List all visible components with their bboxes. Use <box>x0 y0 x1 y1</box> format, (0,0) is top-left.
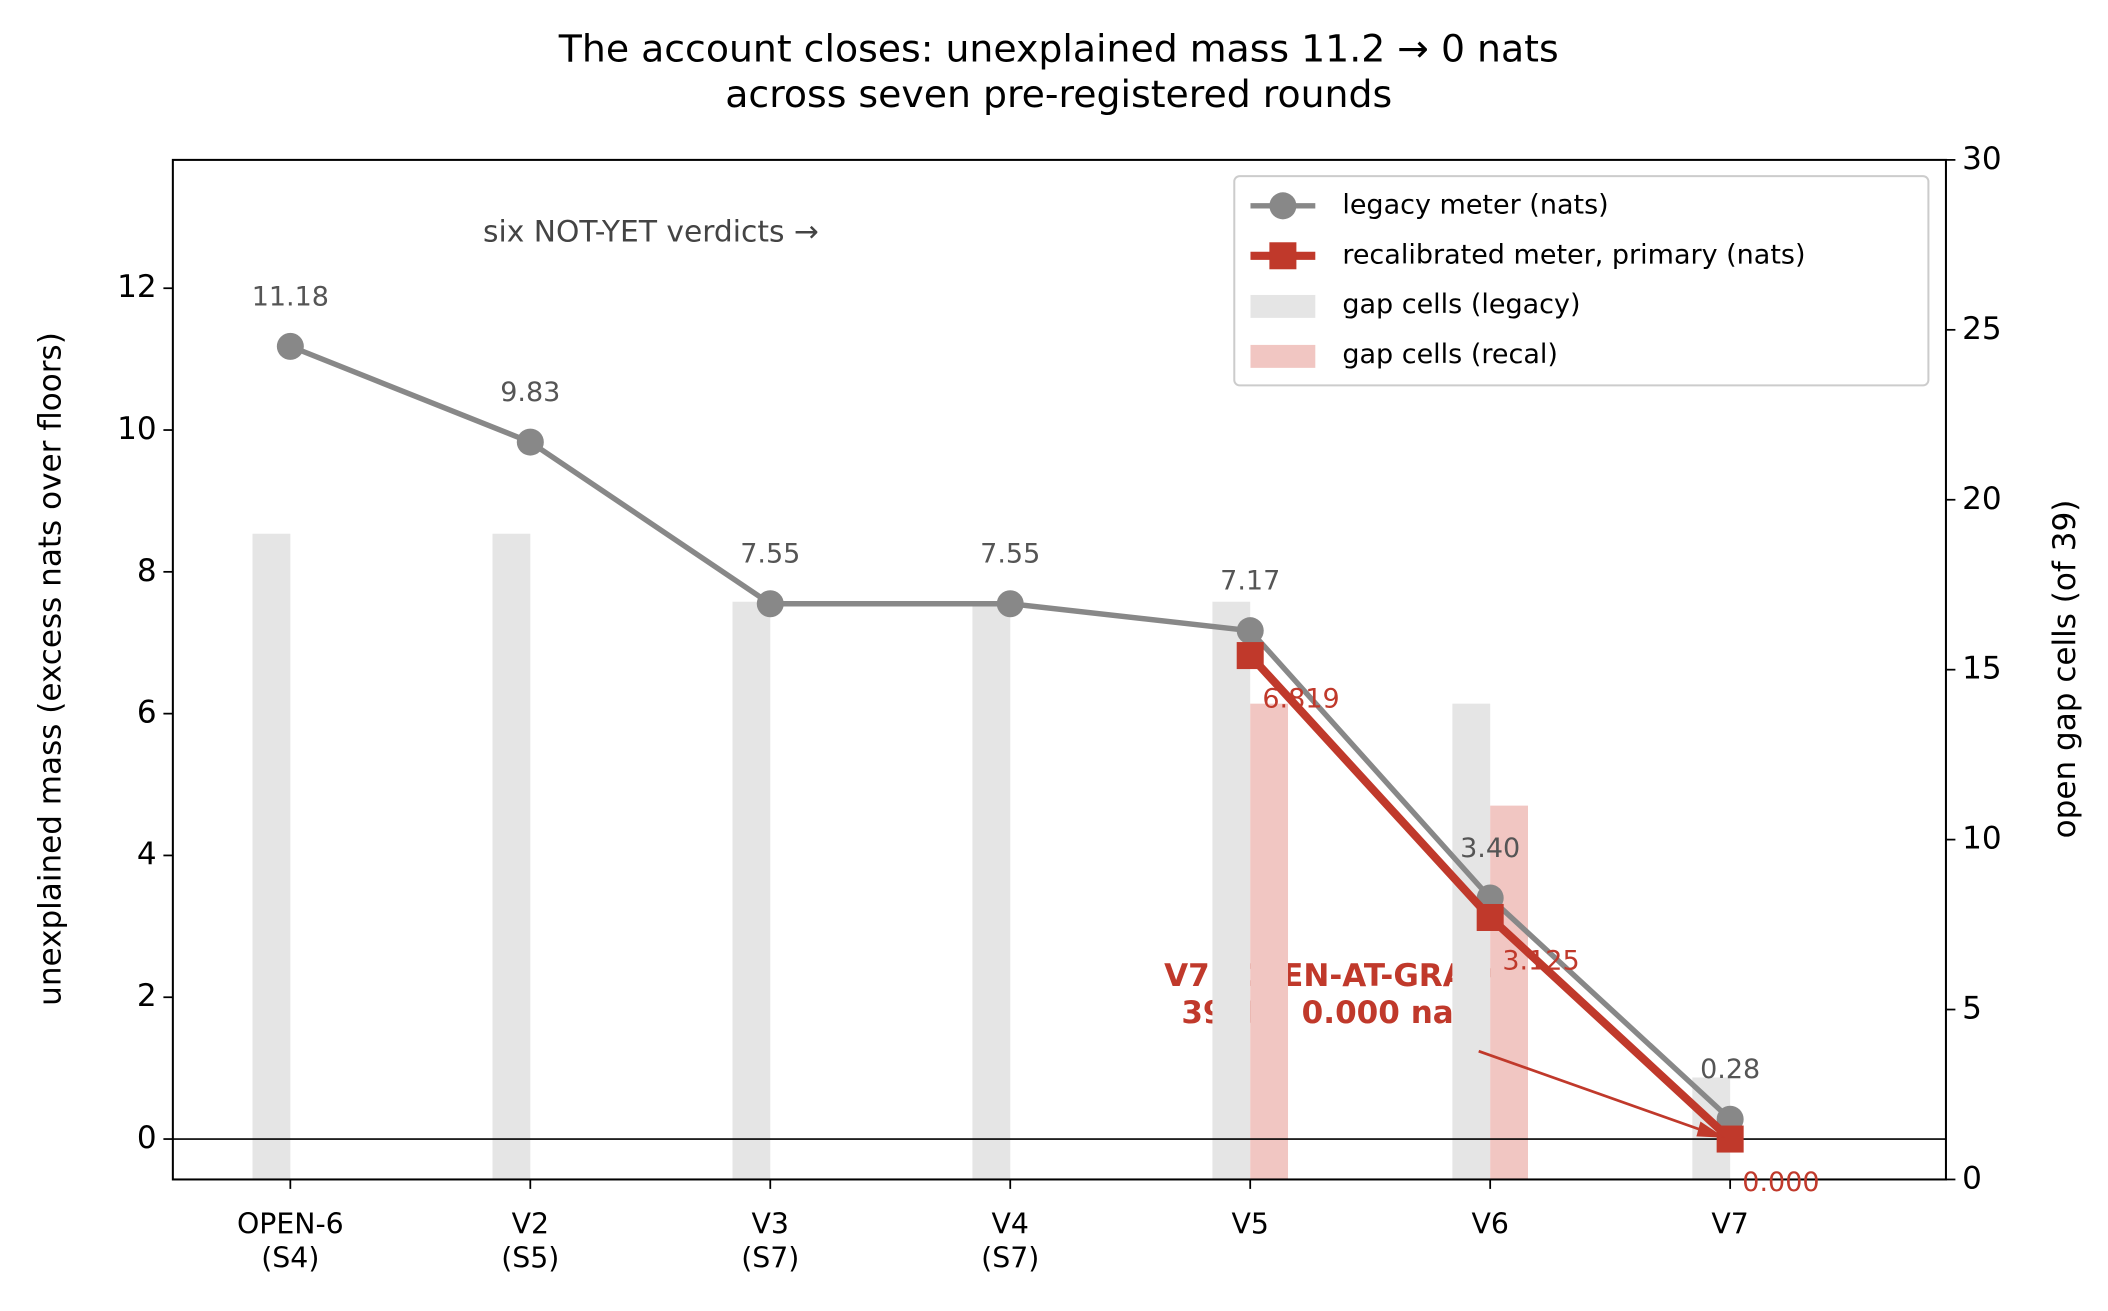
y-tick-label: 0 <box>137 1120 157 1156</box>
legend-swatch <box>1269 242 1297 270</box>
y2-tick-label: 0 <box>1962 1160 1982 1196</box>
marker <box>996 590 1024 618</box>
y-tick-label: 12 <box>117 269 157 305</box>
annotation-arrowhead <box>1696 1121 1725 1138</box>
value-label: 0.28 <box>1700 1054 1760 1085</box>
bar <box>1452 703 1491 1180</box>
y-tick-label: 6 <box>137 695 157 731</box>
marker <box>1236 617 1264 645</box>
legend-swatch <box>1250 344 1316 368</box>
chart-title: The account closes: unexplained mass 11.… <box>558 26 1559 115</box>
value-label: 7.17 <box>1220 566 1280 597</box>
x-tick-label: V2 (S5) <box>501 1207 559 1274</box>
marker <box>1236 642 1264 670</box>
bar <box>1490 805 1528 1180</box>
annotation-arrow <box>1478 1049 1720 1138</box>
x-tick-label: V4 (S7) <box>981 1207 1039 1274</box>
value-label: 9.83 <box>500 377 560 408</box>
bar <box>492 533 531 1180</box>
legend-swatch <box>1269 192 1297 220</box>
value-label: 7.55 <box>740 539 800 570</box>
y2-tick-label: 25 <box>1962 311 2002 347</box>
value-label: 7.55 <box>980 539 1040 570</box>
y2-tick-label: 20 <box>1962 481 2002 517</box>
y2-tick-label: 15 <box>1962 651 2002 687</box>
y2-tick-label: 30 <box>1962 141 2002 177</box>
bar <box>252 533 291 1180</box>
bar <box>732 601 771 1180</box>
value-label: 11.18 <box>252 281 329 312</box>
marker <box>1716 1125 1744 1153</box>
marker <box>756 590 784 618</box>
annotation: six NOT-YET verdicts → <box>483 214 819 249</box>
y2-axis-label: open gap cells (of 39) <box>2047 500 2083 839</box>
x-tick-label: V7 <box>1711 1207 1748 1240</box>
bar <box>1250 703 1289 1180</box>
y2-tick-label: 5 <box>1962 991 1982 1027</box>
y-axis-label: unexplained mass (excess nats over floor… <box>32 332 68 1006</box>
y2-tick-label: 10 <box>1962 821 2002 857</box>
x-tick-label: V5 <box>1231 1207 1268 1240</box>
marker <box>276 332 304 360</box>
value-label: 6.819 <box>1262 684 1339 715</box>
legend-label: recalibrated meter, primary (nats) <box>1342 239 1805 270</box>
legend-label: gap cells (legacy) <box>1342 289 1580 320</box>
x-tick-label: OPEN-6 (S4) <box>237 1207 344 1274</box>
marker <box>516 428 544 456</box>
legend-label: gap cells (recal) <box>1342 339 1558 370</box>
legend-box <box>1233 175 1930 387</box>
value-label: 3.40 <box>1460 833 1520 864</box>
x-tick-label: V3 (S7) <box>741 1207 799 1274</box>
marker <box>1476 903 1504 931</box>
x-tick-label: V6 <box>1471 1207 1508 1240</box>
y-tick-label: 2 <box>137 978 157 1014</box>
y-tick-label: 10 <box>117 411 157 447</box>
legend-label: legacy meter (nats) <box>1342 189 1608 220</box>
value-label: 3.125 <box>1502 946 1579 977</box>
bar <box>1212 601 1251 1180</box>
value-label: 0.000 <box>1742 1167 1819 1198</box>
y-tick-label: 8 <box>137 553 157 589</box>
bar <box>972 601 1011 1180</box>
y-tick-label: 4 <box>137 836 157 872</box>
legend-swatch <box>1250 294 1316 318</box>
